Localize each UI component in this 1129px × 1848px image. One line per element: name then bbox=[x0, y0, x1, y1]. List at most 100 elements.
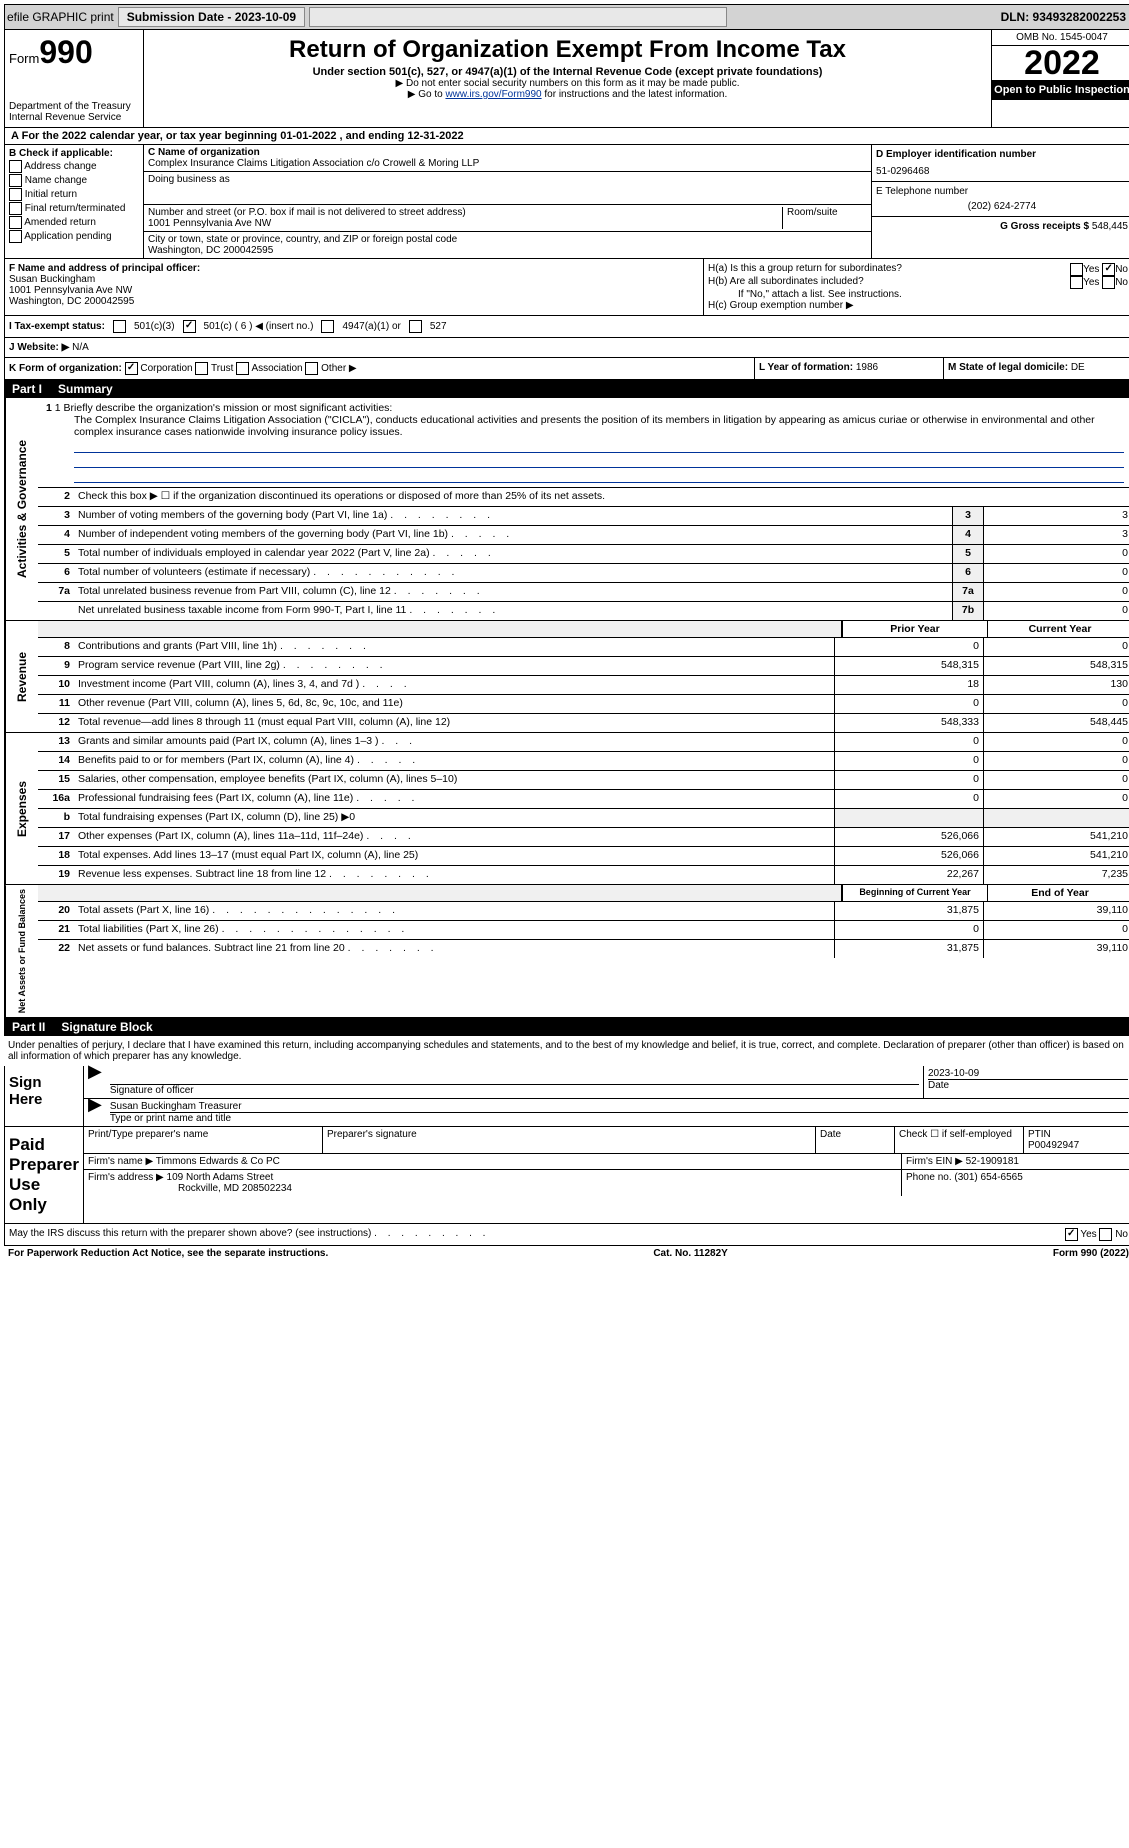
ptin-value: P00492947 bbox=[1028, 1140, 1128, 1151]
p17: 526,066 bbox=[834, 828, 983, 846]
firm-ein-label: Firm's EIN ▶ bbox=[906, 1156, 963, 1167]
n17: 17 bbox=[38, 828, 74, 846]
firm-phone-label: Phone no. bbox=[906, 1172, 952, 1183]
v6: 0 bbox=[983, 564, 1129, 582]
cb-assoc[interactable] bbox=[236, 362, 249, 375]
sig-name-title: Susan Buckingham Treasurer bbox=[110, 1101, 1128, 1112]
cb-ha-yes[interactable] bbox=[1070, 263, 1083, 276]
c22: 39,110 bbox=[983, 940, 1129, 958]
cb-hb-yes[interactable] bbox=[1070, 276, 1083, 289]
l5-text: Total number of individuals employed in … bbox=[78, 547, 430, 559]
cb-corp[interactable] bbox=[125, 362, 138, 375]
c13: 0 bbox=[983, 733, 1129, 751]
lbl-app-pending: Application pending bbox=[24, 231, 111, 242]
footer-form: Form 990 (2022) bbox=[1053, 1248, 1129, 1259]
d-ein-value: 51-0296468 bbox=[876, 166, 1128, 177]
header-left: Form990 Department of the Treasury Inter… bbox=[5, 30, 144, 127]
cb-amended[interactable] bbox=[9, 216, 22, 229]
i-501c3: 501(c)(3) bbox=[134, 321, 175, 332]
firm-phone: (301) 654-6565 bbox=[954, 1172, 1022, 1183]
part2-title: Signature Block bbox=[61, 1020, 152, 1034]
prior-year-hdr: Prior Year bbox=[842, 621, 987, 637]
f-addr1: 1001 Pennsylvania Ave NW bbox=[9, 285, 699, 296]
hb-yes: Yes bbox=[1083, 277, 1099, 288]
irs-label: Internal Revenue Service bbox=[9, 112, 139, 123]
cb-name-change[interactable] bbox=[9, 174, 22, 187]
line-a-text: For the 2022 calendar year, or tax year … bbox=[22, 130, 464, 142]
cb-address-change[interactable] bbox=[9, 160, 22, 173]
j-value: N/A bbox=[72, 342, 89, 353]
summary-expenses: Expenses 13Grants and similar amounts pa… bbox=[4, 733, 1129, 885]
cb-501c[interactable] bbox=[183, 320, 196, 333]
cb-527[interactable] bbox=[409, 320, 422, 333]
section-i: I Tax-exempt status: 501(c)(3) 501(c) ( … bbox=[4, 316, 1129, 338]
paid-preparer-block: Paid Preparer Use Only Print/Type prepar… bbox=[4, 1127, 1129, 1224]
n3: 3 bbox=[38, 507, 74, 525]
section-b-g: B Check if applicable: Address change Na… bbox=[4, 145, 1129, 259]
n22: 22 bbox=[38, 940, 74, 958]
cb-other[interactable] bbox=[305, 362, 318, 375]
submission-date-button[interactable]: Submission Date - 2023-10-09 bbox=[118, 7, 305, 27]
paid-preparer-label: Paid Preparer Use Only bbox=[5, 1127, 84, 1223]
section-j: J Website: ▶ N/A bbox=[4, 338, 1129, 358]
n18: 18 bbox=[38, 847, 74, 865]
goto-post: for instructions and the latest informat… bbox=[542, 89, 728, 100]
cb-app-pending[interactable] bbox=[9, 230, 22, 243]
e-phone-label: E Telephone number bbox=[876, 186, 1128, 197]
n11: 11 bbox=[38, 695, 74, 713]
tax-year: 2022 bbox=[992, 46, 1129, 80]
l4-text: Number of independent voting members of … bbox=[78, 528, 448, 540]
p16a: 0 bbox=[834, 790, 983, 808]
dln-label: DLN: 93493282002253 bbox=[1001, 10, 1129, 24]
efile-label: efile GRAPHIC print bbox=[7, 10, 114, 24]
hc-label: H(c) Group exemption number ▶ bbox=[708, 300, 1128, 311]
n10: 10 bbox=[38, 676, 74, 694]
prep-sig-label: Preparer's signature bbox=[323, 1127, 816, 1153]
top-bar: efile GRAPHIC print Submission Date - 20… bbox=[4, 4, 1129, 30]
c21: 0 bbox=[983, 921, 1129, 939]
cb-mayirs-no[interactable] bbox=[1099, 1228, 1112, 1241]
cb-final-return[interactable] bbox=[9, 202, 22, 215]
footer-pra: For Paperwork Reduction Act Notice, see … bbox=[8, 1248, 328, 1259]
section-klm: K Form of organization: Corporation Trus… bbox=[4, 358, 1129, 380]
irs-link[interactable]: www.irs.gov/Form990 bbox=[445, 89, 541, 100]
box7a: 7a bbox=[952, 583, 983, 601]
dept-label: Department of the Treasury bbox=[9, 101, 139, 112]
p11: 0 bbox=[834, 695, 983, 713]
city-label: City or town, state or province, country… bbox=[148, 234, 867, 245]
cb-mayirs-yes[interactable] bbox=[1065, 1228, 1078, 1241]
line-1: 1 1 Briefly describe the organization's … bbox=[38, 398, 1129, 488]
l16b-text: Total fundraising expenses (Part IX, col… bbox=[74, 809, 834, 827]
cb-initial-return[interactable] bbox=[9, 188, 22, 201]
page-footer: For Paperwork Reduction Act Notice, see … bbox=[4, 1246, 1129, 1261]
lbl-final-return: Final return/terminated bbox=[25, 203, 126, 214]
n1: 1 bbox=[46, 402, 52, 414]
cb-4947[interactable] bbox=[321, 320, 334, 333]
lbl-name-change: Name change bbox=[25, 175, 87, 186]
cb-trust[interactable] bbox=[195, 362, 208, 375]
begin-year-hdr: Beginning of Current Year bbox=[842, 885, 987, 901]
ptin-label: PTIN bbox=[1028, 1129, 1128, 1140]
f-name: Susan Buckingham bbox=[9, 274, 699, 285]
prep-name-label: Print/Type preparer's name bbox=[84, 1127, 323, 1153]
cb-ha-no[interactable] bbox=[1102, 263, 1115, 276]
cb-hb-no[interactable] bbox=[1102, 276, 1115, 289]
n4: 4 bbox=[38, 526, 74, 544]
sig-date-value: 2023-10-09 bbox=[928, 1068, 1128, 1079]
right-block: D Employer identification number 51-0296… bbox=[871, 145, 1129, 258]
l15-text: Salaries, other compensation, employee b… bbox=[74, 771, 834, 789]
cb-501c3[interactable] bbox=[113, 320, 126, 333]
part1-title: Summary bbox=[58, 382, 113, 396]
l9-text: Program service revenue (Part VIII, line… bbox=[78, 659, 280, 671]
check-b-label: B Check if applicable: bbox=[9, 148, 139, 159]
v7a: 0 bbox=[983, 583, 1129, 601]
d-ein-label: D Employer identification number bbox=[876, 149, 1128, 160]
p22: 31,875 bbox=[834, 940, 983, 958]
l17-text: Other expenses (Part IX, column (A), lin… bbox=[78, 830, 363, 842]
l2-text: Check this box ▶ ☐ if the organization d… bbox=[74, 488, 1129, 506]
part1-num: Part I bbox=[12, 382, 42, 396]
p21: 0 bbox=[834, 921, 983, 939]
vtab-netassets: Net Assets or Fund Balances bbox=[5, 885, 38, 1017]
p14: 0 bbox=[834, 752, 983, 770]
line-a: A For the 2022 calendar year, or tax yea… bbox=[4, 128, 1129, 145]
